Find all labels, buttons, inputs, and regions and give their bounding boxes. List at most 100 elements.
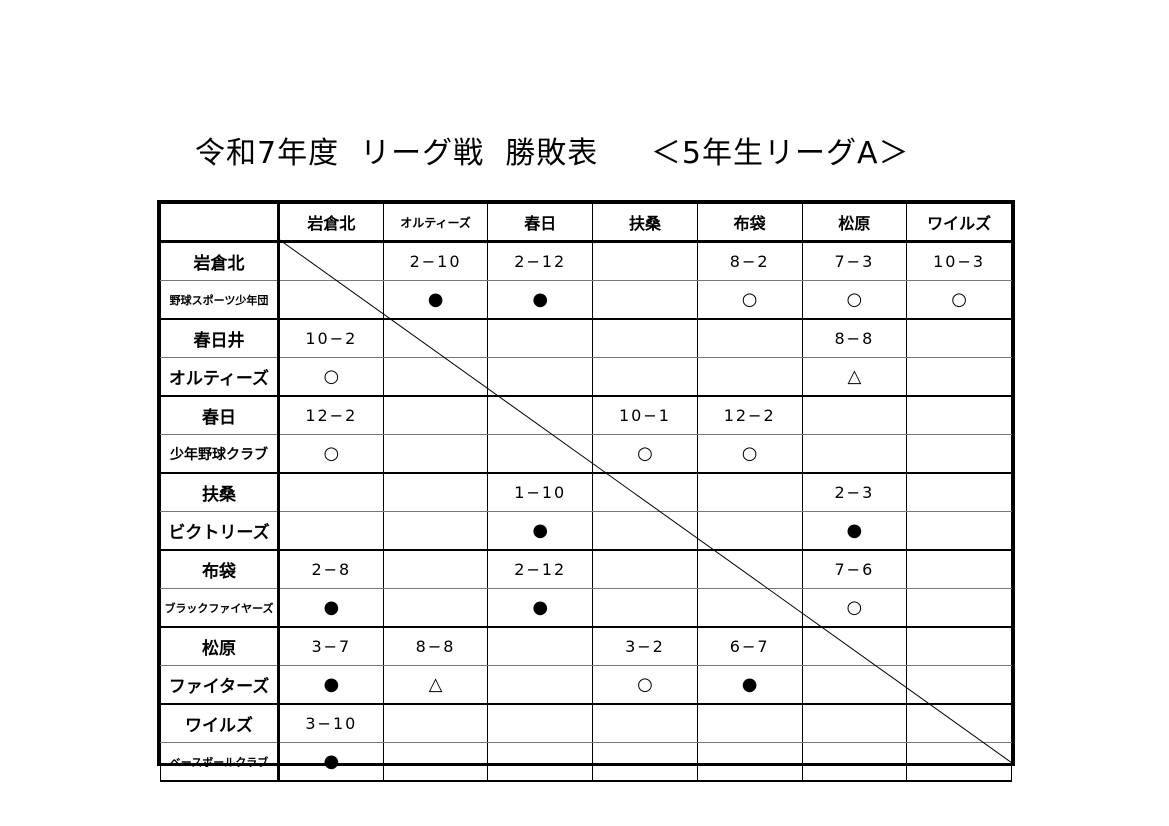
result-mark: ● (278, 742, 384, 782)
score-cell (592, 472, 698, 512)
result-mark (487, 357, 594, 397)
score-cell (906, 626, 1012, 666)
row-team-name: 布袋 (160, 549, 280, 589)
result-mark (382, 588, 489, 628)
result-mark: ● (801, 511, 908, 551)
result-mark: ● (487, 280, 594, 320)
score-cell (487, 626, 594, 666)
table-row-result: 少年野球クラブ ○ ○ ○ (160, 434, 1012, 474)
score-cell (382, 318, 489, 358)
result-mark: ○ (801, 588, 908, 628)
result-mark (801, 434, 908, 474)
score-cell (801, 395, 908, 435)
header-row: 岩倉北 オルティーズ 春日 扶桑 布袋 松原 ワイルズ (160, 203, 1012, 243)
score-cell: 6−7 (696, 626, 803, 666)
score-cell: 1−10 (487, 472, 594, 512)
result-mark (592, 280, 698, 320)
row-team-name: ワイルズ (160, 703, 280, 743)
row-team-subname: オルティーズ (160, 357, 280, 397)
result-mark: △ (382, 665, 489, 705)
result-mark (906, 742, 1012, 782)
score-cell (696, 703, 803, 743)
row-team-subname: ビクトリーズ (160, 511, 280, 551)
result-mark (906, 588, 1012, 628)
score-cell (487, 395, 594, 435)
score-cell (278, 472, 384, 512)
result-mark: ○ (696, 434, 803, 474)
result-mark (801, 742, 908, 782)
result-mark (696, 588, 803, 628)
score-cell (592, 241, 698, 281)
corner-cell (160, 203, 280, 243)
result-mark (696, 511, 803, 551)
score-cell (801, 626, 908, 666)
result-mark: ○ (696, 280, 803, 320)
table-row-score: 岩倉北 2−10 2−12 8−2 7−3 10−3 (160, 241, 1012, 281)
row-team-name: 春日 (160, 395, 280, 435)
result-mark: ● (382, 280, 489, 320)
score-cell (906, 549, 1012, 589)
row-team-subname: ブラックファイヤーズ (160, 588, 280, 628)
result-mark (696, 357, 803, 397)
result-mark (487, 434, 594, 474)
result-mark: ○ (592, 665, 698, 705)
score-cell (906, 318, 1012, 358)
table-row-score: ワイルズ 3−10 (160, 703, 1012, 743)
score-cell: 8−8 (382, 626, 489, 666)
result-mark: ○ (801, 280, 908, 320)
result-mark (906, 511, 1012, 551)
result-mark (278, 280, 384, 320)
row-team-name: 春日井 (160, 318, 280, 358)
row-team-subname: 野球スポーツ少年団 (160, 280, 280, 320)
result-mark (487, 665, 594, 705)
result-mark: ● (278, 665, 384, 705)
score-cell: 8−2 (696, 241, 803, 281)
score-cell: 2−8 (278, 549, 384, 589)
result-mark (906, 434, 1012, 474)
table-row-result: オルティーズ ○ △ (160, 357, 1012, 397)
table-row-score: 松原 3−7 8−8 3−2 6−7 (160, 626, 1012, 666)
row-team-name: 扶桑 (160, 472, 280, 512)
score-cell (906, 703, 1012, 743)
score-cell (906, 395, 1012, 435)
score-cell: 7−3 (801, 241, 908, 281)
table-row-score: 春日井 10−2 8−8 (160, 318, 1012, 358)
row-team-subname: 少年野球クラブ (160, 434, 280, 474)
result-mark (382, 434, 489, 474)
result-mark: ● (696, 665, 803, 705)
row-team-subname: ベースボールクラブ (160, 742, 280, 782)
column-header: 扶桑 (592, 203, 698, 243)
score-cell: 2−3 (801, 472, 908, 512)
result-mark: ○ (592, 434, 698, 474)
result-mark: △ (801, 357, 908, 397)
result-mark: ○ (906, 280, 1012, 320)
result-mark: ● (278, 588, 384, 628)
result-mark (382, 357, 489, 397)
score-cell (278, 241, 384, 281)
result-mark (592, 511, 698, 551)
row-team-subname: ファイターズ (160, 665, 280, 705)
score-cell: 3−10 (278, 703, 384, 743)
score-cell: 2−12 (487, 549, 594, 589)
score-cell: 8−8 (801, 318, 908, 358)
score-cell (592, 703, 698, 743)
score-cell (487, 703, 594, 743)
result-mark (592, 588, 698, 628)
column-header: 松原 (801, 203, 908, 243)
score-cell: 3−7 (278, 626, 384, 666)
result-mark (906, 357, 1012, 397)
result-mark: ● (487, 588, 594, 628)
result-mark (906, 665, 1012, 705)
score-cell: 12−2 (696, 395, 803, 435)
result-mark (278, 511, 384, 551)
score-cell (592, 549, 698, 589)
result-mark (801, 665, 908, 705)
column-header: ワイルズ (906, 203, 1012, 243)
table-row-result: 野球スポーツ少年団 ● ● ○ ○ ○ (160, 280, 1012, 320)
result-mark (382, 742, 489, 782)
table-row-result: ビクトリーズ ● ● (160, 511, 1012, 551)
score-cell: 2−12 (487, 241, 594, 281)
column-header: オルティーズ (382, 203, 489, 243)
score-cell: 10−3 (906, 241, 1012, 281)
result-mark (696, 742, 803, 782)
